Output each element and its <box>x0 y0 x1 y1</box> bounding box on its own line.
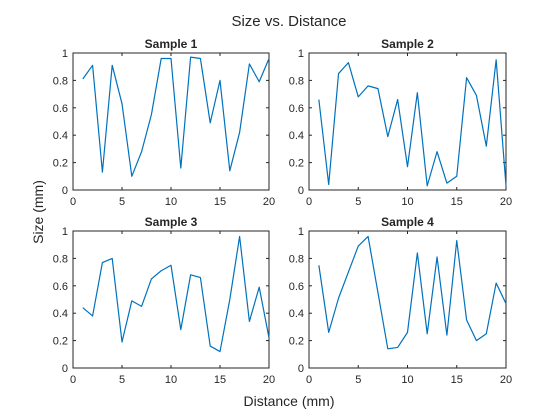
y-tick-label: 0.6 <box>289 103 304 115</box>
y-tick-label: 0.2 <box>289 158 304 170</box>
y-tick-label: 0.4 <box>289 130 304 142</box>
y-tick-label: 0.2 <box>289 336 304 348</box>
y-tick-label: 0 <box>298 363 304 375</box>
plot-area <box>308 230 507 369</box>
x-tick-label: 0 <box>70 196 76 208</box>
y-tick-label: 0.4 <box>53 130 68 142</box>
series-line <box>82 56 270 177</box>
x-tick-label: 5 <box>355 374 361 386</box>
subplot-1: Sample 1 0 5 10 15 20 0 0.2 0.4 0.6 0.8 1 <box>53 37 275 208</box>
y-tick-label: 0.6 <box>53 281 68 293</box>
subplot-2: Sample 2 0 5 10 15 20 0 0.2 0.4 0.6 0.8 1 <box>289 37 512 208</box>
y-tick-label: 0.4 <box>289 308 304 320</box>
y-tick-label: 1 <box>298 48 304 60</box>
figure-ylabel: Size (mm) <box>30 180 46 244</box>
x-tick-label: 10 <box>401 374 413 386</box>
x-tick-label: 0 <box>306 374 312 386</box>
x-tick-label: 15 <box>214 196 226 208</box>
y-tick-label: 1 <box>62 226 68 238</box>
x-tick-label: 0 <box>70 374 76 386</box>
plot-area <box>72 230 270 369</box>
y-tick-label: 0.2 <box>53 336 68 348</box>
y-tick-label: 1 <box>298 226 304 238</box>
x-tick-label: 5 <box>355 196 361 208</box>
series-line <box>318 235 507 350</box>
subplot-4: Sample 4 0 5 10 15 20 0 0.2 0.4 0.6 0.8 1 <box>289 215 512 386</box>
y-tick-label: 0.6 <box>53 103 68 115</box>
figure-title: Size vs. Distance <box>231 13 346 30</box>
x-tick-label: 20 <box>500 374 512 386</box>
x-tick-label: 10 <box>165 196 177 208</box>
x-tick-label: 20 <box>263 196 275 208</box>
y-tick-label: 0.4 <box>53 308 68 320</box>
figure-xlabel: Distance (mm) <box>243 393 334 409</box>
subplot-3: Sample 3 0 5 10 15 20 0 0.2 0.4 0.6 0.8 1 <box>53 215 275 386</box>
subplot-title: Sample 4 <box>381 215 434 229</box>
subplot-title: Sample 3 <box>145 215 198 229</box>
y-tick-label: 0 <box>62 363 68 375</box>
y-tick-label: 0.8 <box>289 75 304 87</box>
series-line <box>82 235 270 353</box>
x-tick-label: 20 <box>263 374 275 386</box>
y-tick-label: 0 <box>298 185 304 197</box>
x-tick-label: 5 <box>119 196 125 208</box>
subplot-title: Sample 2 <box>381 37 434 51</box>
y-tick-label: 1 <box>62 48 68 60</box>
plot-area <box>72 52 270 191</box>
subplot-title: Sample 1 <box>145 37 198 51</box>
y-tick-label: 0.8 <box>53 253 68 265</box>
y-tick-label: 0.6 <box>289 281 304 293</box>
y-tick-label: 0.8 <box>53 75 68 87</box>
x-tick-label: 10 <box>165 374 177 386</box>
y-tick-label: 0.2 <box>53 158 68 170</box>
x-tick-label: 15 <box>451 196 463 208</box>
x-tick-label: 5 <box>119 374 125 386</box>
x-tick-label: 15 <box>214 374 226 386</box>
series-line <box>318 59 507 187</box>
y-tick-label: 0.8 <box>289 253 304 265</box>
x-tick-label: 20 <box>500 196 512 208</box>
x-tick-label: 10 <box>401 196 413 208</box>
x-tick-label: 0 <box>306 196 312 208</box>
x-tick-label: 15 <box>451 374 463 386</box>
y-tick-label: 0 <box>62 185 68 197</box>
